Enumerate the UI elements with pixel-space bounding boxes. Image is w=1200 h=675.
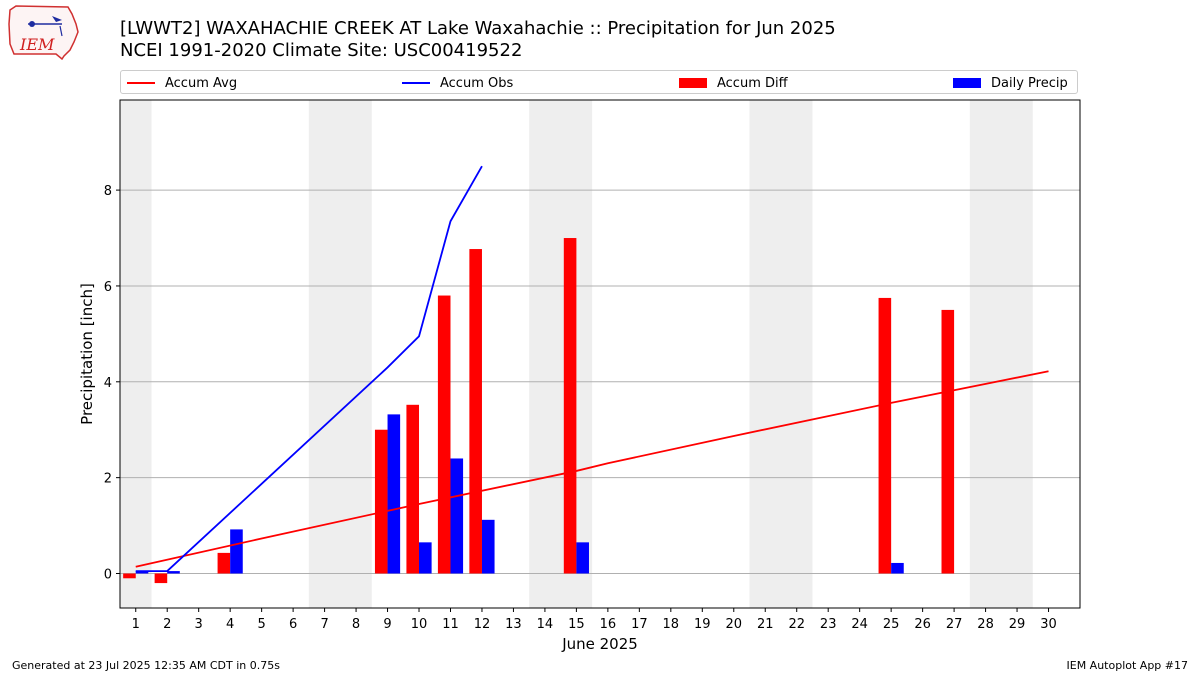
legend-swatch-accum-obs xyxy=(402,82,430,84)
legend-item-accum-obs: Accum Obs xyxy=(402,74,513,92)
x-tick-label: 24 xyxy=(851,617,868,632)
iem-logo: IEM xyxy=(8,5,79,60)
legend-label-accum-diff: Accum Diff xyxy=(717,75,788,91)
legend-item-accum-diff: Accum Diff xyxy=(679,74,788,92)
accum-diff-bar xyxy=(941,309,955,574)
weekend-shade-5 xyxy=(969,100,1033,608)
weekend-shade-1 xyxy=(120,100,152,608)
x-tick-label: 9 xyxy=(383,617,391,632)
x-tick-label: 29 xyxy=(1009,617,1026,632)
legend-label-daily-precip: Daily Precip xyxy=(991,75,1068,91)
x-tick-label: 17 xyxy=(631,617,648,632)
legend-item-daily-precip: Daily Precip xyxy=(953,74,1068,92)
x-tick-label: 26 xyxy=(914,617,931,632)
accum-diff-bar xyxy=(437,295,451,574)
x-tick-label: 21 xyxy=(757,617,774,632)
accum-obs-line xyxy=(135,165,483,572)
generated-timestamp: Generated at 23 Jul 2025 12:35 AM CDT in… xyxy=(12,659,280,672)
x-tick-label: 2 xyxy=(163,617,171,632)
weekend-shade-4 xyxy=(749,100,813,608)
x-tick-label: 28 xyxy=(977,617,994,632)
x-tick-label: 6 xyxy=(289,617,297,632)
accum-avg-line xyxy=(135,370,1049,568)
app-credit: IEM Autoplot App #17 xyxy=(1066,659,1189,672)
x-tick-label: 16 xyxy=(600,617,617,632)
chart-legend: Accum Avg Accum Obs Accum Diff Daily Pre… xyxy=(120,70,1078,94)
x-tick-label: 15 xyxy=(568,617,585,632)
accum-diff-bar xyxy=(563,238,577,574)
accum-diff-bar xyxy=(469,249,482,574)
y-tick-label: 4 xyxy=(104,376,112,391)
daily-precip-bar xyxy=(387,414,401,574)
legend-label-accum-obs: Accum Obs xyxy=(440,75,514,91)
daily-precip-bar xyxy=(450,458,464,574)
x-tick-label: 30 xyxy=(1040,617,1057,632)
y-tick-label: 0 xyxy=(104,567,112,582)
x-tick-label: 8 xyxy=(352,617,360,632)
daily-precip-bar xyxy=(576,542,589,574)
x-tick-label: 23 xyxy=(820,617,837,632)
x-tick-label: 25 xyxy=(883,617,900,632)
daily-precip-bar xyxy=(481,519,495,574)
chart-subtitle: NCEI 1991-2020 Climate Site: USC00419522 xyxy=(120,40,523,61)
y-tick-label: 2 xyxy=(104,472,112,487)
legend-item-accum-avg: Accum Avg xyxy=(127,74,237,92)
x-tick-label: 20 xyxy=(725,617,742,632)
y-tick-label: 6 xyxy=(104,280,112,295)
x-tick-label: 7 xyxy=(320,617,328,632)
daily-precip-bar xyxy=(891,562,904,574)
x-axis-label: June 2025 xyxy=(561,635,638,653)
plot-frame xyxy=(119,99,1081,609)
accum-diff-bar xyxy=(154,573,168,584)
x-tick-label: 22 xyxy=(788,617,805,632)
svg-text:IEM: IEM xyxy=(19,35,55,54)
legend-swatch-daily-precip xyxy=(953,78,981,88)
x-tick-label: 14 xyxy=(537,617,554,632)
chart-title: [LWWT2] WAXAHACHIE CREEK AT Lake Waxahac… xyxy=(120,18,836,39)
x-tick-label: 18 xyxy=(663,617,680,632)
x-tick-label: 1 xyxy=(132,617,140,632)
daily-precip-bar xyxy=(167,571,180,574)
legend-label-accum-avg: Accum Avg xyxy=(165,75,238,91)
weekend-shade-3 xyxy=(529,100,593,608)
y-axis-label: Precipitation [inch] xyxy=(78,283,96,425)
legend-swatch-accum-diff xyxy=(679,78,707,88)
weekend-shade-2 xyxy=(308,100,372,608)
x-tick-label: 27 xyxy=(946,617,963,632)
accum-diff-bar xyxy=(878,297,892,574)
x-tick-label: 11 xyxy=(442,617,459,632)
daily-precip-bar xyxy=(419,542,432,574)
accum-diff-bar xyxy=(406,404,420,574)
y-tick-label: 8 xyxy=(104,184,112,199)
daily-precip-bar xyxy=(135,571,149,574)
legend-swatch-accum-avg xyxy=(127,82,155,84)
daily-precip-bar xyxy=(230,529,243,574)
x-tick-label: 4 xyxy=(226,617,234,632)
accum-diff-bar xyxy=(374,429,388,574)
x-tick-label: 12 xyxy=(474,617,491,632)
x-tick-label: 3 xyxy=(195,617,203,632)
x-tick-label: 5 xyxy=(257,617,265,632)
x-tick-label: 10 xyxy=(411,617,428,632)
accum-diff-bar xyxy=(123,573,136,579)
accum-diff-bar xyxy=(217,552,231,574)
x-tick-label: 13 xyxy=(505,617,522,632)
x-tick-label: 19 xyxy=(694,617,711,632)
